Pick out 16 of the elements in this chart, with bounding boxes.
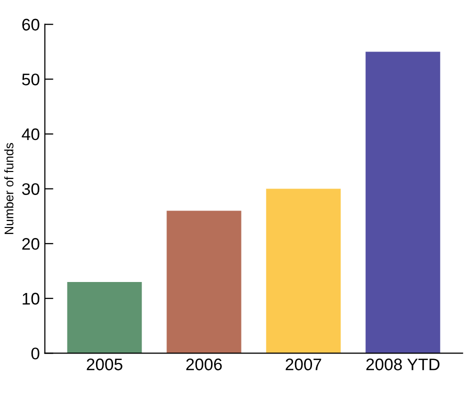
y-axis-title: Number of funds — [4, 143, 14, 234]
bar — [166, 210, 242, 354]
x-tick-label: 2005 — [86, 358, 122, 370]
x-tick-label: 2006 — [186, 358, 222, 370]
bar — [266, 188, 341, 354]
bar — [67, 282, 142, 354]
y-tick-label: 50 — [22, 74, 40, 86]
x-tick-label: 2008 YTD — [366, 358, 440, 370]
y-tick-label: 20 — [22, 238, 40, 250]
y-tick-label: 60 — [22, 18, 40, 31]
bar — [366, 52, 440, 354]
y-tick-label: 30 — [22, 183, 40, 195]
y-tick-label: 0 — [31, 348, 40, 360]
x-tick-label: 2007 — [286, 358, 322, 370]
y-tick-label: 10 — [22, 292, 40, 305]
y-tick-label: 40 — [22, 128, 40, 140]
